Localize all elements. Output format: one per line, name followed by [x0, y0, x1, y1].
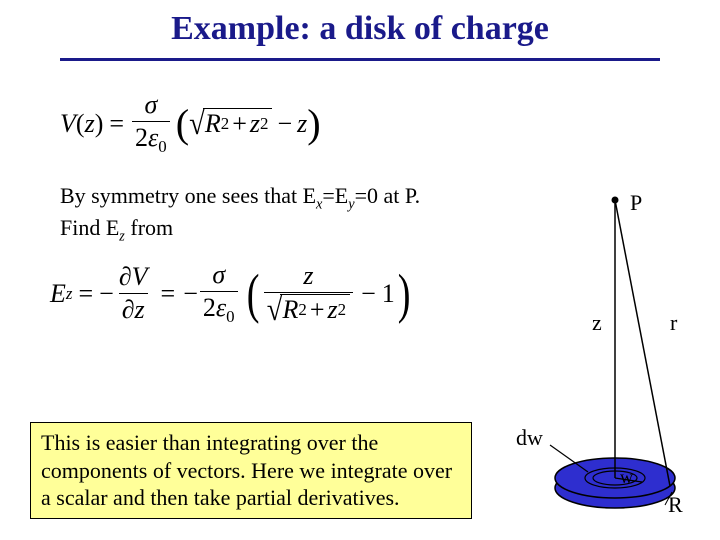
- sup-2-R1: 2: [221, 114, 229, 134]
- bt-l1c: =0 at P.: [355, 183, 421, 208]
- sym-E-sub: z: [66, 284, 73, 304]
- label-r: r: [670, 310, 677, 336]
- body-text-symmetry: By symmetry one sees that Ex=Ey=0 at P. …: [60, 182, 490, 247]
- frac-dvdz: ∂V ∂z: [116, 262, 151, 325]
- minus-3: −: [361, 279, 376, 309]
- bt-l1a: By symmetry one sees that E: [60, 183, 316, 208]
- sym-z-arg: z: [85, 109, 95, 139]
- sym-V: V: [60, 109, 76, 139]
- label-dw: dw: [516, 425, 543, 451]
- bt-l1b: =E: [322, 183, 348, 208]
- partial-z: ∂z: [119, 293, 148, 325]
- sym-z-2: z: [297, 109, 307, 139]
- num-2-b: 2: [203, 293, 216, 322]
- sqrt-Rz-1: √ R2 + z2: [189, 108, 272, 139]
- sup-2-R2: 2: [298, 300, 306, 320]
- sym-z-1: z: [250, 109, 260, 139]
- frac-sigma-2eps0-b: σ 2ε0: [200, 260, 238, 327]
- sup-2-z1: 2: [260, 114, 268, 134]
- sym-sigma-1: σ: [144, 90, 157, 119]
- equation-ez: Ez = − ∂V ∂z = − σ 2ε0 ( z √: [50, 260, 413, 327]
- big-rparen-2: ): [397, 262, 410, 325]
- sym-E: E: [50, 279, 66, 309]
- sup-2-z2: 2: [338, 300, 346, 320]
- num-z: z: [303, 261, 313, 290]
- sym-R-1: R: [205, 109, 221, 139]
- slide-title: Example: a disk of charge: [0, 10, 720, 48]
- big-lparen-1: (: [176, 100, 189, 147]
- disk-diagram: [500, 170, 700, 530]
- label-P: P: [630, 190, 642, 216]
- minus-lead: −: [99, 279, 114, 309]
- sym-sigma-2: σ: [212, 260, 225, 289]
- partial-V: ∂V: [116, 262, 151, 293]
- minus-1: −: [277, 109, 292, 139]
- num-2-a: 2: [135, 123, 148, 152]
- sqrt-Rz-2: √ R2 + z2: [267, 294, 350, 325]
- sym-eps-b: ε: [216, 293, 226, 322]
- frac-sigma-2eps0: σ 2ε0: [132, 90, 170, 157]
- big-lparen-2: (: [246, 262, 259, 325]
- sym-eps-a: ε: [148, 123, 158, 152]
- r-line: [615, 200, 670, 486]
- sub-0-a: 0: [158, 137, 166, 156]
- bt-l2a: Find E: [60, 215, 119, 240]
- lparen-arg: (: [76, 109, 85, 139]
- num-1: 1: [382, 279, 395, 309]
- point-p-dot: [612, 197, 619, 204]
- eq-sign-1: =: [109, 109, 124, 139]
- sym-z-3: z: [328, 295, 338, 325]
- frac-z-over-sqrt: z √ R2 + z2: [264, 261, 353, 325]
- label-R: R: [668, 492, 683, 518]
- eq-sign-3: =: [161, 279, 176, 309]
- sub-0-b: 0: [226, 307, 234, 326]
- sym-R-2: R: [282, 295, 298, 325]
- title-underline: [60, 58, 660, 61]
- equation-v-of-z: V ( z ) = σ 2ε0 ( √ R2 + z2 − z: [60, 90, 321, 157]
- rparen-arg: ): [95, 109, 104, 139]
- minus-2: −: [183, 279, 198, 309]
- bt-l2b: from: [125, 215, 173, 240]
- plus-2: +: [310, 295, 325, 325]
- note-box: This is easier than integrating over the…: [30, 422, 472, 519]
- label-w: w: [620, 467, 633, 488]
- eq-sign-2: =: [78, 279, 93, 309]
- plus-1: +: [232, 109, 247, 139]
- label-z: z: [592, 310, 602, 336]
- big-rparen-1: ): [307, 100, 320, 147]
